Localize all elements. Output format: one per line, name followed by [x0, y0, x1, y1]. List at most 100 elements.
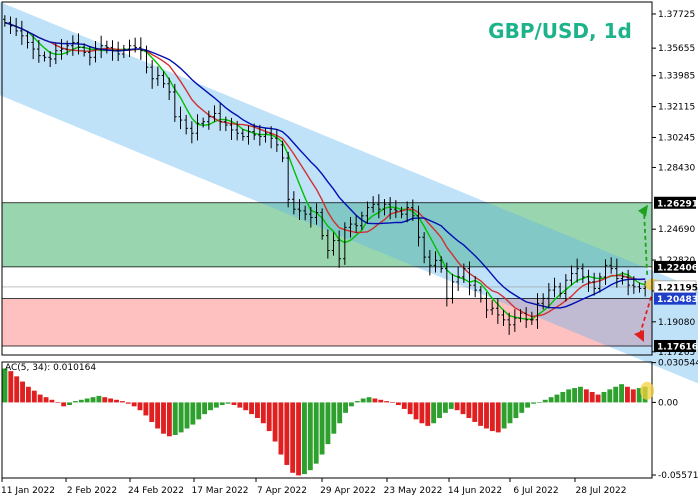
ac-bar — [572, 388, 578, 403]
price-tag-label-current: 1.21195 — [657, 283, 698, 293]
price-pane-frame — [1, 1, 653, 356]
ac-bar — [272, 402, 278, 442]
candle — [190, 121, 194, 144]
ac-bar — [202, 402, 208, 415]
ac-bar — [495, 402, 501, 433]
ac-bar — [395, 402, 401, 406]
y-tick-label: 1.37725 — [658, 10, 695, 20]
ac-bar — [442, 402, 448, 413]
ac-bar — [484, 402, 489, 429]
buy-zone — [2, 202, 652, 267]
ac-bar — [14, 376, 20, 403]
ac-bar — [431, 402, 437, 424]
candle — [20, 20, 24, 45]
candle — [343, 222, 347, 265]
ac-bar — [225, 402, 231, 404]
candle — [394, 200, 398, 218]
candle — [110, 40, 115, 61]
price-tag-pivot-lower — [654, 292, 696, 305]
ac-bar — [43, 397, 49, 403]
ac-bar — [566, 389, 572, 403]
candle — [42, 51, 47, 62]
ac-bar — [578, 386, 583, 403]
ac-y-tick-label: -0.055715 — [658, 471, 698, 481]
ac-bar — [354, 401, 360, 403]
ac-bar — [8, 371, 14, 403]
ac-bar — [125, 402, 131, 404]
ac-bar — [507, 402, 513, 424]
candle — [530, 311, 534, 325]
ac-bar — [601, 391, 607, 403]
ac-bar — [478, 402, 484, 426]
candle — [399, 206, 404, 219]
ac-bar — [108, 398, 114, 403]
ac-bar — [489, 402, 495, 432]
ac-bar — [78, 399, 84, 403]
candle — [309, 207, 313, 228]
ac-bar — [119, 401, 125, 403]
ac-bar — [96, 395, 102, 403]
ac-bar — [278, 402, 284, 455]
candle — [484, 292, 489, 319]
candle — [581, 263, 585, 284]
ac-bar — [636, 388, 642, 403]
ac-bar — [172, 402, 178, 435]
candle — [82, 43, 86, 57]
ac-bar — [84, 398, 90, 403]
candle — [280, 140, 285, 163]
ac-bar — [20, 381, 25, 403]
ac-bar — [302, 402, 307, 475]
ac-y-tick-label: 0.030544 — [658, 359, 698, 369]
candle — [286, 151, 290, 208]
ac-bar — [31, 390, 37, 403]
ac-bar — [448, 402, 454, 409]
candle — [139, 37, 143, 60]
ac-bar — [560, 391, 566, 403]
candle — [547, 283, 551, 309]
bullish-arrow-head — [638, 204, 648, 217]
candle — [156, 66, 160, 86]
candle — [48, 51, 52, 68]
candle — [150, 60, 154, 89]
ac-bar — [25, 386, 31, 403]
y-tick-label: 1.30245 — [658, 133, 695, 143]
candle — [518, 309, 523, 323]
candle — [314, 203, 319, 225]
candle — [371, 196, 375, 213]
candle — [297, 199, 302, 220]
chart-title: GBP/USD, 1d — [488, 19, 632, 43]
candle — [105, 40, 109, 54]
candle — [331, 232, 336, 256]
candle — [564, 274, 568, 302]
candle — [388, 197, 392, 220]
candle — [37, 39, 41, 63]
candle — [411, 199, 415, 221]
candle — [524, 307, 528, 328]
x-tick-label: 14 Jun 2022 — [448, 486, 502, 496]
ac-bar — [619, 384, 625, 403]
ac-bar — [337, 402, 343, 424]
candle — [490, 300, 494, 316]
ac-bar — [149, 402, 155, 422]
ac-bar — [266, 402, 272, 432]
ac-bar — [255, 402, 260, 419]
candle — [433, 251, 438, 273]
ac-bar — [407, 402, 413, 415]
price-tag-pivot-upper — [654, 260, 696, 273]
candle — [229, 117, 234, 141]
candle — [365, 201, 370, 224]
candle — [161, 71, 166, 88]
y-tick-label: 1.28430 — [658, 163, 695, 173]
candle — [382, 199, 387, 216]
ac-bar — [243, 402, 249, 411]
bullish-arrow — [643, 210, 649, 275]
candle — [609, 257, 613, 274]
candle — [246, 125, 251, 145]
candle — [586, 269, 591, 292]
ac-bar — [49, 399, 55, 403]
ac-bar — [2, 368, 8, 403]
ac-bar — [284, 402, 290, 465]
candle — [632, 276, 636, 294]
candle — [25, 30, 30, 49]
ac-bar — [178, 402, 184, 433]
